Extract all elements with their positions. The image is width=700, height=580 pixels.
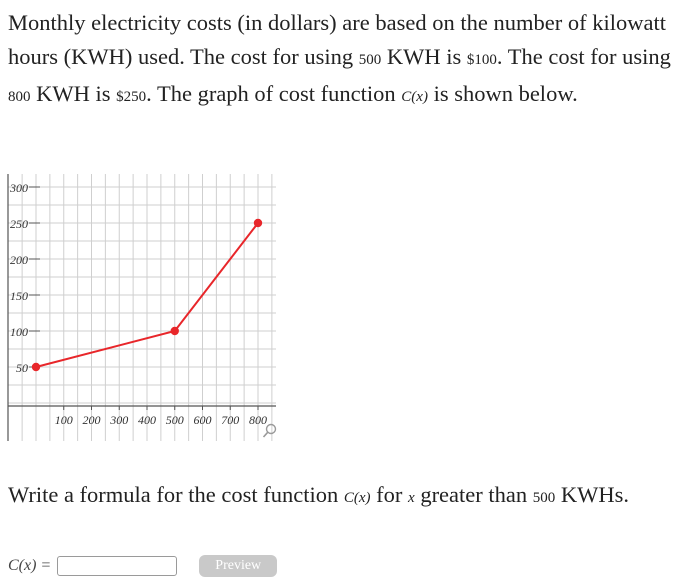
answer-input[interactable] [57,556,178,576]
answer-row: C(x) = Preview [8,553,278,579]
x-tick-label: 500 [166,413,184,427]
x-tick-label: 300 [109,413,128,427]
kwh-value-1: 500 [358,52,382,68]
x-tick-label: 100 [55,413,73,427]
data-point [253,218,263,228]
y-tick-label: 200 [10,253,28,267]
y-tick-label: 300 [9,181,28,195]
x-tick-label: 200 [83,413,101,427]
question-threshold: 500 [532,490,556,506]
y-tick-label: 250 [10,217,28,231]
cost-value-2: $250 [116,89,147,105]
data-point [170,326,179,336]
function-name: C(x) [401,89,428,105]
data-point [31,362,41,372]
x-tick-label: 600 [194,413,212,427]
magnifier-icon[interactable] [262,423,278,439]
question-variable: x [408,490,415,506]
problem-text: Monthly electricity costs (in dollars) a… [8,10,671,106]
cost-chart: 50 100 150 200 250 300 100 200 300 400 500 600 700 80… [7,174,276,441]
y-tick-label: 50 [16,361,28,375]
preview-button[interactable]: Preview [199,555,278,577]
x-tick-label: 800 [249,413,267,427]
kwh-value-2: 800 [8,89,31,105]
question-text: Write a formula for the cost function C(… [8,482,629,507]
y-tick-label: 150 [10,289,28,303]
y-tick-label: 100 [10,325,28,339]
x-tick-label: 400 [138,413,156,427]
answer-label: C(x) = [8,557,52,574]
question-function: C(x) [343,490,371,506]
cost-value-1: $100 [466,52,497,68]
x-tick-label: 700 [221,413,239,427]
